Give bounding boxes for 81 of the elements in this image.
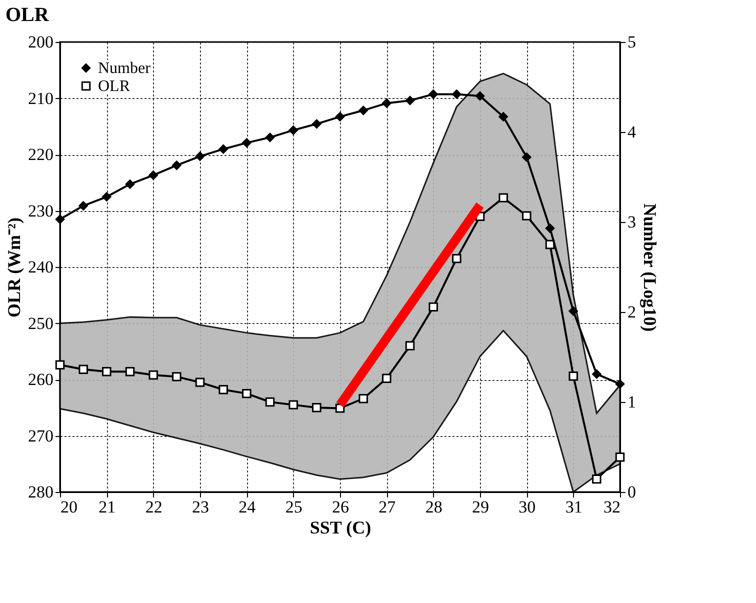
x-tick-label: 27 [378,498,396,516]
y-tick-label: 260 [28,370,54,389]
point [545,224,555,233]
y-tick-label: 240 [28,258,54,276]
y-tick-label: 230 [28,201,54,220]
point [148,370,158,380]
point [55,360,65,370]
point [218,144,228,154]
point [498,112,508,122]
point [125,180,135,189]
y-tick-label: 250 [28,314,54,333]
point [568,372,578,381]
point [195,152,205,161]
point [288,400,298,410]
x-tick-label: 31 [565,498,582,516]
point [358,106,368,116]
x-tick-label: 23 [192,498,209,516]
y-tick-label: 210 [28,88,54,108]
y2-tick-label: 2 [628,302,636,322]
point [55,214,65,224]
point [172,372,182,382]
x-tick-label: 30 [518,498,536,516]
point [568,306,578,316]
point [78,201,88,210]
x-tick-label: 20 [60,498,78,516]
point [452,90,462,99]
y-tick-label: 280 [28,482,54,502]
point [428,90,438,99]
point [335,112,345,122]
point [405,96,415,106]
point [358,394,368,404]
point [218,385,228,394]
y-tick-label: 270 [28,426,54,446]
point [475,91,485,101]
x-tick-label: 26 [332,498,349,516]
point [522,211,532,220]
x-axis-title: SST (C) [310,518,372,538]
y-tick-label: 220 [28,145,54,164]
x-tick-label: 29 [472,498,489,516]
y2-tick-label: 3 [628,212,636,232]
point [78,364,88,374]
point [312,403,322,412]
x-tick-label: 25 [285,498,302,516]
point [102,367,112,376]
x-tick-label: 21 [98,498,116,516]
point [428,302,438,312]
point [265,132,275,142]
y-axis-title: OLR (Wm⁻²) [4,218,24,318]
point [592,474,602,484]
point [498,193,508,202]
y-tick-label: 200 [28,32,54,52]
y2-tick-label: 4 [628,122,636,142]
y2-tick-label: 5 [628,32,636,52]
point [615,452,625,462]
legend-label: Number [98,60,152,77]
x-tick-label: 32 [604,498,620,516]
y2-tick-label: 1 [628,392,636,412]
point [592,369,602,379]
y2-tick-label: 0 [628,482,636,502]
point [288,126,298,135]
legend-label: OLR [98,78,130,95]
point [172,160,182,170]
point [312,119,322,129]
y2-axis-title: Number (Log10) [640,203,660,332]
point [125,367,135,376]
x-tick-label: 22 [145,498,162,516]
chart-title: OLR [6,4,50,26]
point [382,374,392,383]
point [102,192,112,202]
point [148,170,158,180]
point [242,388,252,398]
point [522,152,532,162]
x-tick-label: 28 [425,498,442,516]
point [615,379,625,389]
point [265,397,275,407]
point [405,341,415,350]
point [452,254,462,264]
point [382,98,392,108]
point [242,138,252,148]
x-tick-label: 24 [238,498,256,516]
point [195,378,205,387]
